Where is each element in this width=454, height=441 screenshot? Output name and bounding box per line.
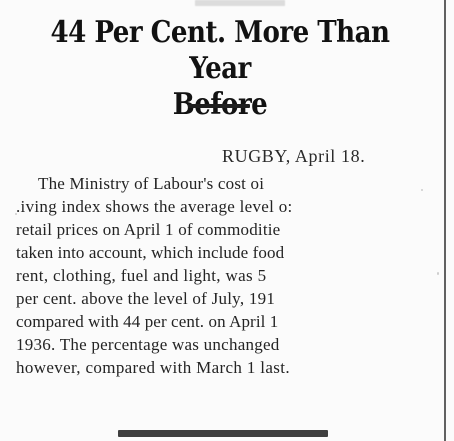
ink-speck: [421, 189, 423, 191]
article-line: per cent. above the level of July, 191: [16, 289, 276, 308]
dateline: RUGBY, April 18.: [222, 146, 366, 166]
headline: 44 Per Cent. More Than Year Before: [29, 15, 412, 123]
article-line: however, compared with March 1 last.: [16, 358, 290, 377]
article-body: The Ministry of Labour's cost oi .iving …: [16, 172, 440, 379]
article-line: The Ministry of Labour's cost oi: [38, 174, 265, 193]
article-line: retail prices on April 1 of commoditie: [16, 220, 281, 239]
headline-line-1: 44 Per Cent. More Than Year: [50, 15, 390, 86]
ink-speck: [15, 213, 17, 215]
top-cut-rule: [195, 0, 285, 6]
ink-speck: [437, 272, 439, 275]
column-rule: [444, 0, 446, 441]
article-line: 1936. The percentage was unchanged: [16, 335, 280, 354]
headline-rule: [188, 104, 250, 108]
article-line: taken into account, which include food: [16, 243, 285, 262]
article-line: .iving index shows the average level o:: [16, 197, 293, 216]
article-line: compared with 44 per cent. on April 1: [16, 312, 279, 331]
article-line: rent, clothing, fuel and light, was 5: [16, 266, 267, 285]
bottom-rule: [118, 430, 328, 437]
